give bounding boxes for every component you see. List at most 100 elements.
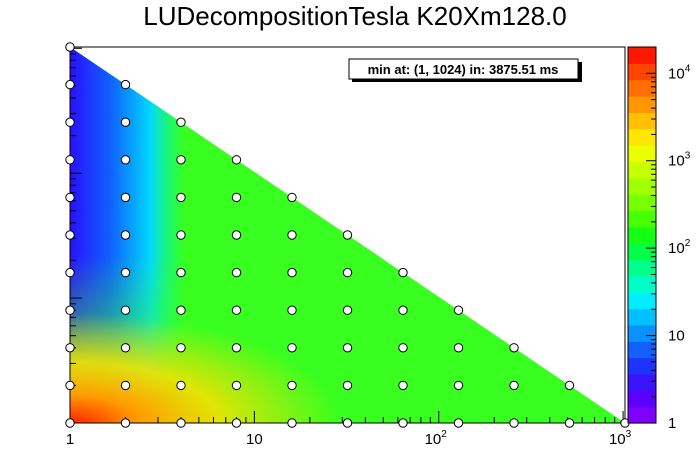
data-point <box>398 380 408 391</box>
colorbar-band <box>628 128 656 146</box>
colorbar-band <box>628 390 656 408</box>
data-point <box>509 343 519 353</box>
data-point <box>231 155 242 165</box>
heatmap-high-region <box>70 313 340 423</box>
colorbar-band <box>628 259 656 277</box>
chart-title: LUDecompositionTesla K20Xm128.0 <box>143 1 566 31</box>
colorbar-band <box>628 79 656 97</box>
data-point <box>65 192 75 203</box>
data-point <box>120 418 131 428</box>
x-tick-label: 102 <box>425 429 448 448</box>
data-point <box>65 230 75 240</box>
data-point <box>176 117 186 127</box>
data-point <box>120 155 131 165</box>
y-axis <box>70 47 82 424</box>
data-point <box>342 305 353 315</box>
data-point <box>453 418 464 428</box>
data-point <box>287 230 297 240</box>
data-point <box>231 267 242 278</box>
data-point <box>176 267 186 278</box>
data-point <box>176 380 186 391</box>
data-point <box>509 380 519 391</box>
colorbar-band <box>628 357 656 375</box>
data-point <box>120 192 131 203</box>
data-point <box>120 380 131 391</box>
data-point <box>231 192 242 203</box>
data-point <box>120 230 131 240</box>
colorbar-band <box>628 145 656 163</box>
data-point <box>176 155 186 165</box>
colorbar-band <box>628 406 656 424</box>
data-point <box>120 267 131 278</box>
data-point <box>65 155 75 165</box>
colorbar-tick-label: 10 <box>668 328 685 345</box>
data-point <box>176 418 186 428</box>
colorbar-tick-label: 104 <box>668 63 691 82</box>
data-point <box>342 380 353 391</box>
colorbar-band <box>628 324 656 342</box>
colorbar-band <box>628 194 656 212</box>
data-point <box>231 343 242 353</box>
data-point <box>564 418 575 428</box>
x-tick-label: 1 <box>66 431 74 448</box>
colorbar-band <box>628 177 656 195</box>
data-point <box>287 192 297 203</box>
data-point <box>231 418 242 428</box>
data-point <box>176 305 186 315</box>
data-point <box>287 305 297 315</box>
data-point <box>342 418 353 428</box>
colorbar-tick-label: 102 <box>668 238 691 257</box>
x-tick-label: 103 <box>609 429 632 448</box>
colorbar-band <box>628 210 656 228</box>
data-point <box>120 79 131 90</box>
data-point <box>65 418 75 428</box>
data-point <box>287 380 297 391</box>
data-point <box>453 380 464 391</box>
annotation-text: min at: (1, 1024) in: 3875.51 ms <box>368 62 559 77</box>
data-point <box>120 117 131 127</box>
data-point <box>231 230 242 240</box>
colorbar-band <box>628 373 656 391</box>
colorbar-band <box>628 96 656 113</box>
colorbar-band <box>628 292 656 310</box>
data-point <box>398 343 408 353</box>
data-point <box>287 343 297 353</box>
data-point <box>453 343 464 353</box>
colorbar: 1 10 102 103 104 <box>627 46 691 432</box>
colorbar-band <box>628 47 656 64</box>
colorbar-band <box>628 226 656 244</box>
data-point <box>453 305 464 315</box>
data-point <box>287 418 297 428</box>
data-point <box>564 380 575 391</box>
data-point <box>398 267 408 278</box>
colorbar-band <box>628 243 656 261</box>
colorbar-tick-label: 103 <box>668 151 691 170</box>
data-point <box>65 305 75 315</box>
data-point <box>287 267 297 278</box>
data-point <box>176 230 186 240</box>
colorbar-band <box>628 308 656 326</box>
data-point <box>65 380 75 391</box>
colorbar-band <box>628 112 656 130</box>
colorbar-tick-label: 1 <box>668 415 676 432</box>
data-point <box>176 192 186 203</box>
colorbar-frame <box>627 46 657 424</box>
data-point <box>120 305 131 315</box>
data-point <box>65 117 75 127</box>
data-points <box>65 42 630 428</box>
x-axis: 1 10 102 103 <box>66 411 632 448</box>
data-point <box>65 267 75 278</box>
data-point <box>176 343 186 353</box>
data-point <box>231 380 242 391</box>
colorbar-band <box>628 275 656 293</box>
data-point <box>398 418 408 428</box>
data-point <box>120 343 131 353</box>
data-point <box>342 230 353 240</box>
colorbar-band <box>628 161 656 179</box>
colorbar-band <box>628 341 656 359</box>
data-point <box>65 42 75 52</box>
annotation-box: min at: (1, 1024) in: 3875.51 ms <box>348 58 582 82</box>
data-point <box>65 79 75 90</box>
data-point <box>65 343 75 353</box>
colorbar-band <box>628 63 656 81</box>
